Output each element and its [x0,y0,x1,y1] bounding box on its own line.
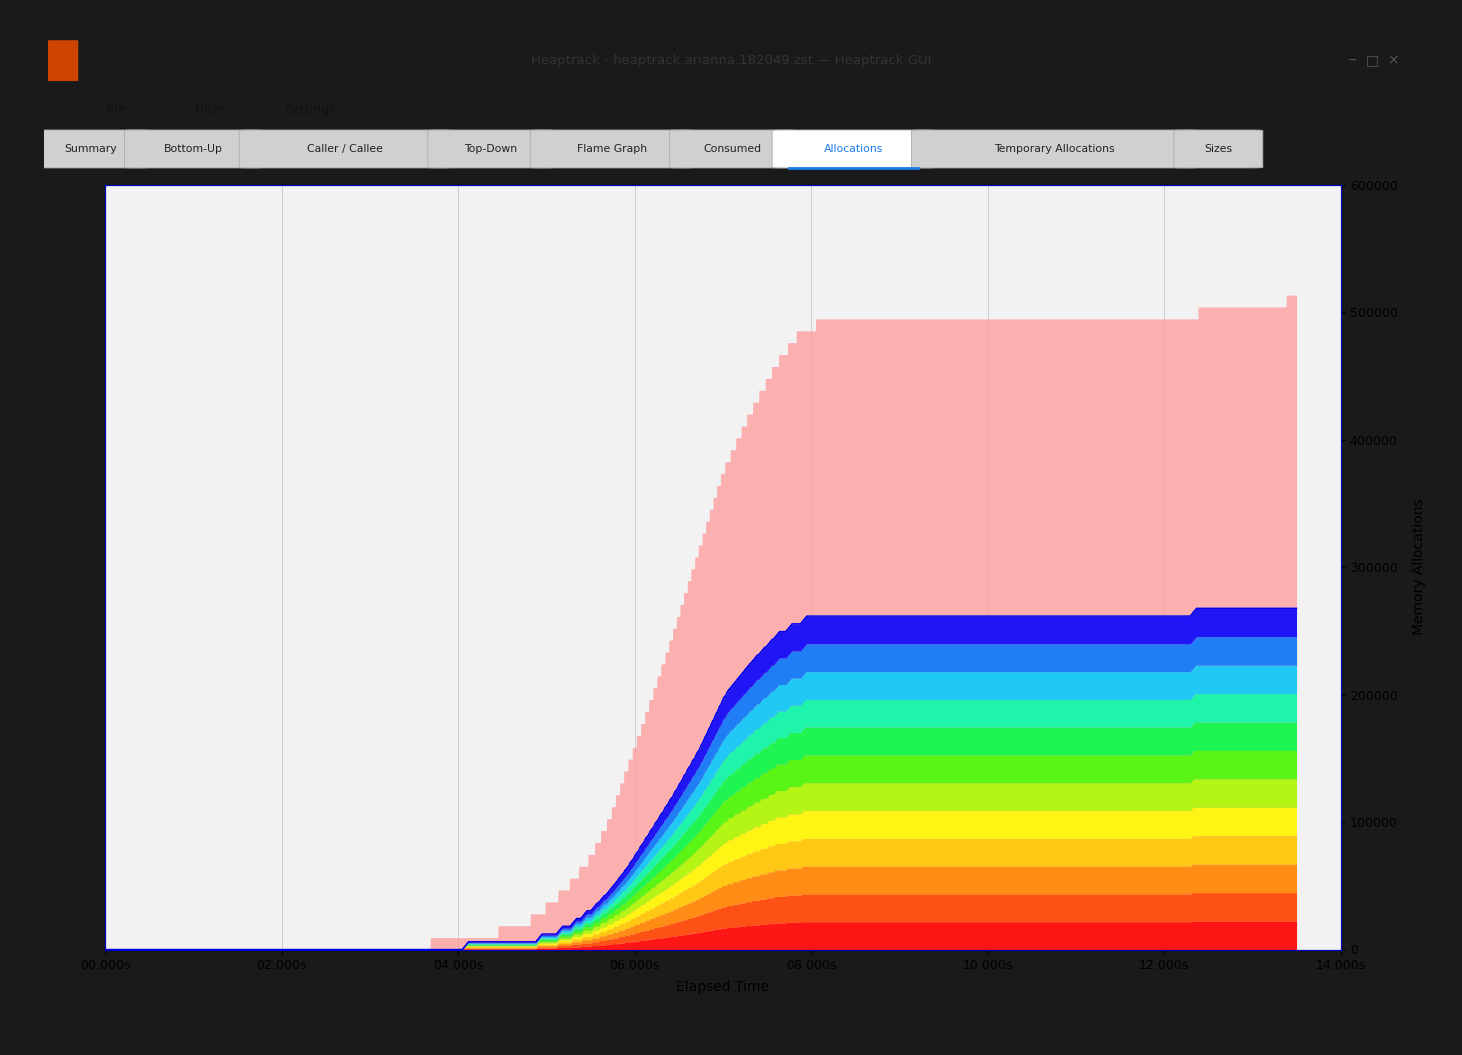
FancyBboxPatch shape [772,130,934,168]
FancyBboxPatch shape [911,130,1197,168]
Text: Filter: Filter [194,102,227,116]
FancyBboxPatch shape [670,130,795,168]
Text: ‒: ‒ [1348,54,1357,68]
Text: □: □ [1366,54,1379,68]
Text: Settings: Settings [284,102,336,116]
Text: Caller / Callee: Caller / Callee [307,143,383,154]
Text: File: File [105,102,127,116]
Text: Temporary Allocations: Temporary Allocations [994,143,1114,154]
Text: Allocations: Allocations [825,143,883,154]
Text: Sizes: Sizes [1205,143,1232,154]
Text: Top-Down: Top-Down [463,143,518,154]
FancyBboxPatch shape [240,130,452,168]
Text: Flame Graph: Flame Graph [576,143,646,154]
Text: Heaptrack - heaptrack.arianna.182049.zst — Heaptrack GUI: Heaptrack - heaptrack.arianna.182049.zst… [531,54,931,68]
Text: Summary: Summary [64,143,117,154]
Text: Bottom-Up: Bottom-Up [164,143,224,154]
FancyBboxPatch shape [34,130,148,168]
FancyBboxPatch shape [124,130,263,168]
Text: ×: × [1387,54,1399,68]
FancyBboxPatch shape [428,130,554,168]
X-axis label: Elapsed Time: Elapsed Time [677,980,769,994]
Y-axis label: Memory Allocations: Memory Allocations [1412,499,1425,635]
FancyBboxPatch shape [1174,130,1263,168]
FancyBboxPatch shape [48,40,79,81]
Text: Consumed: Consumed [703,143,762,154]
FancyBboxPatch shape [531,130,693,168]
